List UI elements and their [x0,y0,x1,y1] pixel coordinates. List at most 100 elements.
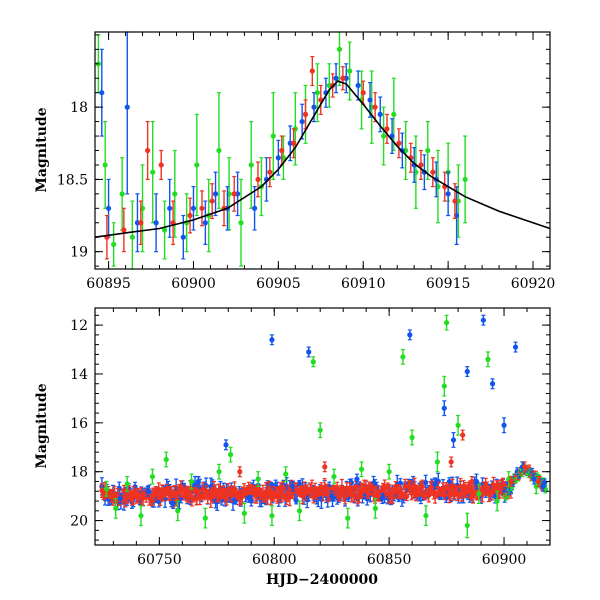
top-point-series-0-marker [248,162,254,168]
bottom-band-point-1 [299,487,306,505]
bottom-point-series-0-marker [386,469,392,475]
bottom-point-series-0 [283,466,289,483]
top-point-series-2 [291,128,297,159]
bottom-point-series-1-marker [464,368,470,375]
bottom-point-series-1 [117,493,123,505]
bottom-band-point-0-marker [293,497,299,504]
top-point-series-0-marker [150,169,156,175]
top-point-series-0 [238,178,244,267]
top-x-tick-label: 60905 [256,276,301,292]
bottom-point-series-0-marker [409,434,415,441]
bottom-point-series-0-marker [103,486,110,492]
top-point-series-2 [255,161,261,198]
top-point-series-2-marker [199,205,205,211]
top-point-series-2-marker [231,191,237,197]
bottom-point-series-1 [379,493,385,505]
top-point-series-1 [167,178,173,238]
top-point-series-2-marker [279,147,285,154]
top-point-series-2 [267,157,273,188]
top-point-series-0-marker [238,220,244,226]
bottom-point-series-1 [480,314,486,326]
bottom-point-series-1-marker [223,442,229,448]
x-axis-title: HJD−2400000 [266,572,378,588]
bottom-point-series-0-marker [188,478,195,485]
top-point-series-1 [190,186,197,231]
top-point-series-2-marker [452,198,458,204]
top-point-series-0-marker [270,133,276,139]
top-point-series-1-marker [105,205,112,211]
top-point-series-2-marker [267,169,273,175]
bottom-band-point-1-marker [449,483,456,489]
bottom-x-tick-label: 60750 [137,552,182,568]
bottom-point-series-0-marker [241,510,247,516]
bottom-point-series-0 [443,314,450,331]
top-x-tick-label: 60915 [426,276,471,292]
bottom-point-series-1-marker [512,344,519,350]
bottom-point-series-2 [448,456,454,468]
top-point-series-0 [150,120,156,224]
bottom-point-series-1-marker [432,481,438,487]
top-point-series-1-marker [124,104,130,110]
bottom-point-series-2-marker [322,464,328,470]
bottom-point-series-0 [227,446,234,463]
top-point-series-1-marker [99,90,105,96]
bottom-point-series-2-marker [365,491,372,497]
bottom-point-series-0-marker [296,508,303,514]
top-point-series-1-marker [251,205,258,211]
top-point-series-2-marker [158,162,164,168]
top-point-series-2-marker [309,68,315,74]
top-point-series-0-marker [347,68,353,74]
bottom-point-series-1-marker [269,337,275,343]
top-point-series-0 [462,135,468,224]
top-point-series-2 [418,149,424,181]
bottom-point-series-2 [535,475,542,487]
bottom-point-series-1-marker [195,478,202,485]
bottom-point-series-1-marker [117,495,123,502]
top-point-series-1-marker [333,75,339,81]
top-point-series-0 [248,120,254,209]
bottom-point-series-0-marker [227,451,234,458]
bottom-point-series-0 [138,505,144,527]
bottom-point-series-1 [290,480,296,492]
bottom-band-point-1-marker [224,496,230,502]
top-point-series-0-marker [462,176,468,183]
bottom-y-tick-label: 14 [70,367,88,383]
bottom-band-point-1 [157,488,163,506]
bottom-point-series-1-marker [407,332,413,338]
bottom-point-series-1-marker [473,478,480,485]
top-x-tick-label: 60920 [511,276,556,292]
bottom-point-series-1 [269,334,275,346]
bottom-point-series-0-marker [476,491,482,497]
bottom-point-series-0-marker [269,513,275,519]
top-point-series-0-marker [391,111,397,117]
bottom-point-series-1-marker [441,405,447,411]
bottom-point-series-0 [241,502,247,524]
bottom-point-series-0-marker [434,459,440,465]
bottom-point-series-0 [494,490,500,512]
bottom-point-series-0 [175,500,181,522]
bottom-point-series-0-marker [175,508,181,514]
bottom-band-point-0-marker [423,480,429,486]
top-point-series-1-marker [180,234,186,240]
bottom-point-series-0-marker [216,469,222,475]
top-point-series-1 [153,193,159,253]
top-point-series-2-marker [360,90,366,96]
bottom-point-series-2-marker [237,469,243,475]
top-point-series-2-marker [430,169,436,175]
bottom-point-series-0-marker [283,471,289,477]
bottom-y-tick-label: 20 [70,514,88,530]
top-point-series-1 [251,186,258,231]
top-point-series-2 [384,113,390,144]
bottom-point-series-1-marker [290,483,296,489]
bottom-point-series-0-marker [255,476,261,482]
top-point-series-1 [124,31,130,195]
top-point-series-2 [145,120,151,181]
bottom-point-series-1 [531,473,537,485]
bottom-point-series-0 [423,505,429,527]
top-point-series-2 [408,142,414,173]
bottom-point-series-0 [255,471,261,487]
top-point-series-1-marker [212,191,219,197]
bottom-point-series-1 [464,366,470,378]
top-point-series-2-marker [396,140,402,146]
bottom-point-series-1-marker [354,476,360,482]
